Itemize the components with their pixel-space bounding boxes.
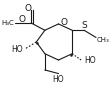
Text: O: O [18, 15, 25, 24]
Text: S: S [81, 21, 87, 30]
Text: HO: HO [11, 45, 23, 54]
Text: CH₃: CH₃ [97, 37, 110, 43]
Text: HO: HO [84, 56, 96, 65]
Text: HO: HO [53, 75, 64, 84]
Text: H₃C: H₃C [1, 20, 14, 26]
Text: O: O [60, 18, 67, 27]
Text: O: O [24, 4, 31, 13]
